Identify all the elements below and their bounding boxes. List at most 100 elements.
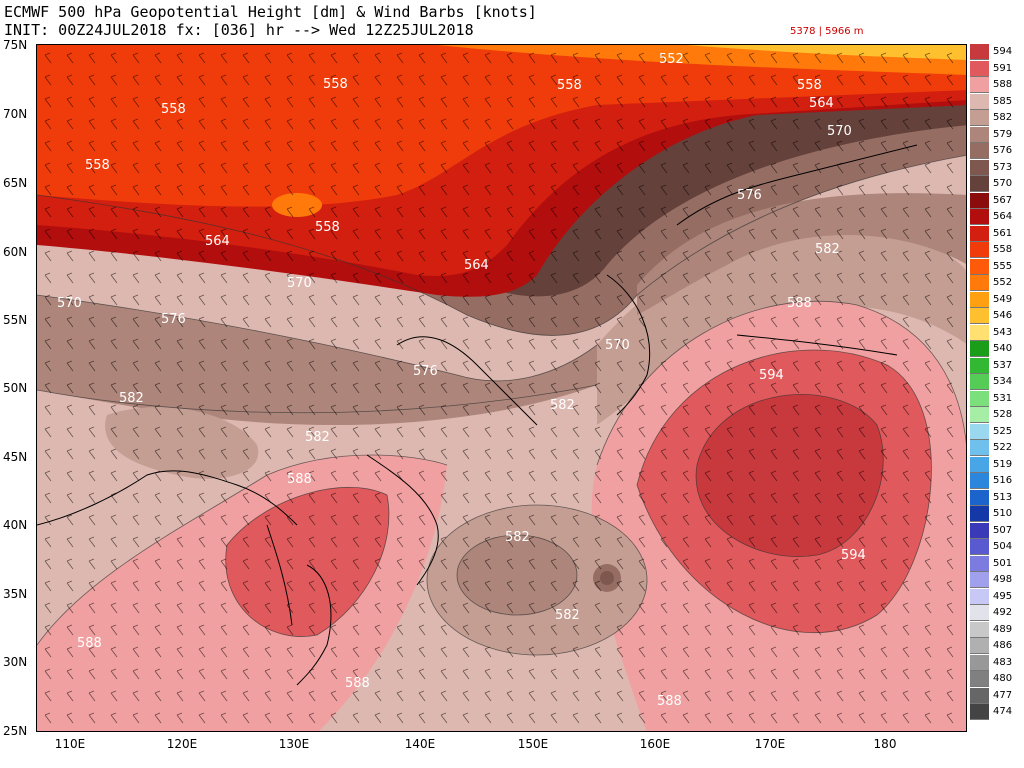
wind-barb xyxy=(66,580,74,592)
legend-entry: 555 xyxy=(969,258,1024,275)
legend-entry: 594 xyxy=(969,44,1024,60)
wind-barb xyxy=(132,646,140,658)
wind-barb xyxy=(352,536,360,548)
wind-barb xyxy=(704,470,712,482)
wind-barb xyxy=(264,646,272,658)
wind-barb xyxy=(902,96,910,108)
wind-barb xyxy=(726,426,734,438)
wind-barb xyxy=(902,360,910,372)
legend-swatch xyxy=(970,44,989,60)
wind-barb xyxy=(154,668,162,680)
contour-label: 588 xyxy=(287,472,312,487)
legend-label: 522 xyxy=(993,442,1013,453)
wind-barb xyxy=(132,404,140,416)
wind-barb xyxy=(858,382,866,394)
wind-barb xyxy=(484,690,492,702)
legend-label: 498 xyxy=(993,574,1013,585)
legend-label: 555 xyxy=(993,260,1013,272)
wind-barb xyxy=(198,360,206,372)
wind-barb xyxy=(352,272,360,284)
wind-barb xyxy=(264,558,272,570)
wind-barb xyxy=(902,206,910,218)
wind-barb xyxy=(638,712,646,724)
wind-barb xyxy=(308,492,316,504)
wind-barb xyxy=(176,580,184,592)
wind-barb xyxy=(902,316,910,328)
color-legend: 594 591 588 585 582 579 576 573 570 567 564 561 558 5… xyxy=(969,44,1024,724)
wind-barb xyxy=(792,580,800,592)
coastline xyxy=(366,454,439,586)
wind-barb xyxy=(924,580,932,592)
wind-barb xyxy=(242,338,250,350)
wind-barb xyxy=(682,470,690,482)
wind-barb xyxy=(198,558,206,570)
wind-barb xyxy=(506,272,514,284)
wind-barb xyxy=(572,338,580,350)
legend-label: 594 xyxy=(993,46,1013,57)
wind-barb xyxy=(902,646,910,658)
wind-barb xyxy=(242,690,250,702)
wind-barb xyxy=(396,448,404,460)
wind-barb xyxy=(176,140,184,152)
wind-barb xyxy=(462,228,470,240)
wind-barb xyxy=(726,162,734,174)
wind-barb xyxy=(550,646,558,658)
wind-barb xyxy=(110,514,118,526)
wind-barb xyxy=(132,338,140,350)
wind-barb xyxy=(176,294,184,306)
wind-barb xyxy=(484,382,492,394)
wind-barb xyxy=(484,558,492,570)
lat-label: 50N xyxy=(3,381,28,395)
wind-barb xyxy=(308,184,316,196)
wind-barb xyxy=(374,580,382,592)
wind-barb xyxy=(836,448,844,460)
wind-barb xyxy=(638,690,646,702)
wind-barb xyxy=(132,360,140,372)
contour-line xyxy=(37,154,966,336)
wind-barb xyxy=(792,448,800,460)
legend-entry: 567 xyxy=(969,192,1024,209)
wind-barb xyxy=(814,448,822,460)
wind-barb xyxy=(638,646,646,658)
wind-barb xyxy=(132,140,140,152)
wind-barb xyxy=(506,580,514,592)
wind-barb xyxy=(836,624,844,636)
wind-barb xyxy=(374,382,382,394)
fill-576-band xyxy=(37,295,597,425)
wind-barb xyxy=(528,470,536,482)
wind-barb xyxy=(440,448,448,460)
lat-label: 75N xyxy=(3,38,28,52)
lat-label: 45N xyxy=(3,450,28,464)
wind-barb xyxy=(286,382,294,394)
wind-barb xyxy=(396,228,404,240)
wind-barb xyxy=(44,294,52,306)
wind-barb xyxy=(682,382,690,394)
wind-barb xyxy=(506,206,514,218)
wind-barb xyxy=(154,470,162,482)
wind-barb xyxy=(308,272,316,284)
wind-barb xyxy=(308,690,316,702)
wind-barb xyxy=(88,580,96,592)
legend-label: 591 xyxy=(993,62,1013,74)
wind-barb xyxy=(396,404,404,416)
wind-barb xyxy=(110,382,118,394)
wind-barb xyxy=(704,140,712,152)
wind-barb xyxy=(154,272,162,284)
legend-entry: 531 xyxy=(969,390,1024,407)
wind-barb xyxy=(550,426,558,438)
wind-barb xyxy=(132,162,140,174)
wind-barb xyxy=(198,580,206,592)
wind-barb xyxy=(66,118,74,130)
wind-barb xyxy=(616,272,624,284)
legend-swatch xyxy=(970,704,989,720)
wind-barb xyxy=(110,206,118,218)
wind-barb xyxy=(748,602,756,614)
wind-barb xyxy=(528,228,536,240)
wind-barb xyxy=(550,690,558,702)
legend-entry: 492 xyxy=(969,605,1024,621)
wind-barb xyxy=(682,184,690,196)
wind-barb xyxy=(440,228,448,240)
wind-barb xyxy=(506,338,514,350)
wind-barb xyxy=(132,492,140,504)
wind-barb xyxy=(132,294,140,306)
